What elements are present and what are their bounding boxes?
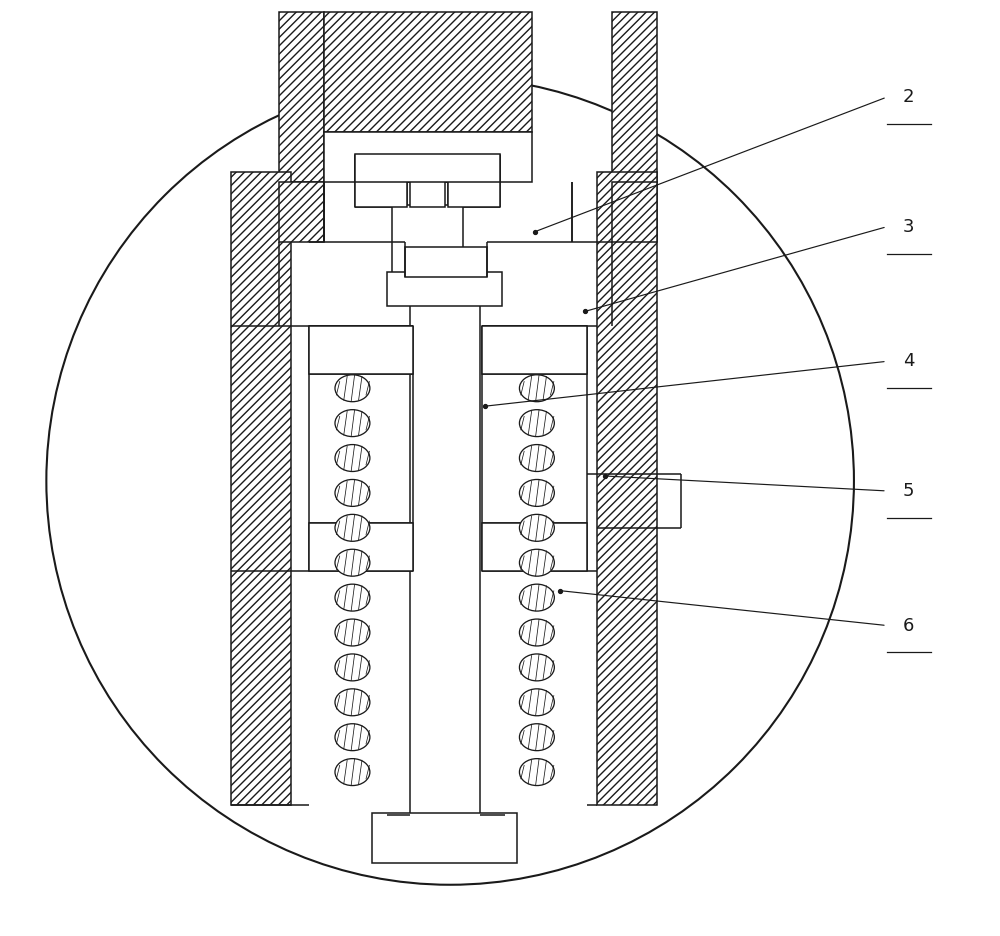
Ellipse shape: [519, 374, 554, 402]
Ellipse shape: [335, 479, 370, 506]
Ellipse shape: [519, 689, 554, 716]
Bar: [231, 172, 291, 805]
Ellipse shape: [519, 479, 554, 506]
Bar: [309, 523, 413, 571]
Ellipse shape: [335, 549, 370, 577]
Ellipse shape: [335, 654, 370, 680]
Ellipse shape: [335, 724, 370, 751]
Bar: [324, 12, 532, 132]
Ellipse shape: [335, 374, 370, 402]
Bar: [279, 182, 324, 241]
Ellipse shape: [335, 445, 370, 472]
Text: 6: 6: [903, 617, 914, 635]
Ellipse shape: [519, 445, 554, 472]
Bar: [387, 271, 502, 306]
Ellipse shape: [335, 584, 370, 611]
Bar: [448, 155, 500, 207]
Bar: [612, 182, 657, 241]
Ellipse shape: [519, 584, 554, 611]
Ellipse shape: [519, 654, 554, 680]
Bar: [279, 12, 324, 182]
Bar: [324, 132, 532, 182]
Bar: [392, 205, 463, 276]
Ellipse shape: [335, 515, 370, 541]
Bar: [355, 154, 500, 182]
Ellipse shape: [519, 759, 554, 785]
Bar: [405, 247, 487, 276]
Ellipse shape: [335, 619, 370, 646]
Ellipse shape: [519, 619, 554, 646]
Ellipse shape: [335, 410, 370, 436]
Bar: [309, 327, 413, 374]
Ellipse shape: [519, 515, 554, 541]
Text: 2: 2: [903, 88, 915, 106]
Bar: [597, 172, 657, 805]
Bar: [410, 274, 480, 815]
Text: 5: 5: [903, 482, 915, 500]
Ellipse shape: [519, 724, 554, 751]
Ellipse shape: [335, 689, 370, 716]
Bar: [410, 177, 445, 207]
Bar: [482, 327, 587, 374]
Bar: [482, 523, 587, 571]
Ellipse shape: [519, 410, 554, 436]
Ellipse shape: [519, 549, 554, 577]
Text: 3: 3: [903, 218, 915, 236]
Bar: [355, 155, 407, 207]
Text: 4: 4: [903, 352, 915, 371]
Ellipse shape: [335, 759, 370, 785]
Bar: [612, 12, 657, 182]
Bar: [372, 813, 517, 863]
